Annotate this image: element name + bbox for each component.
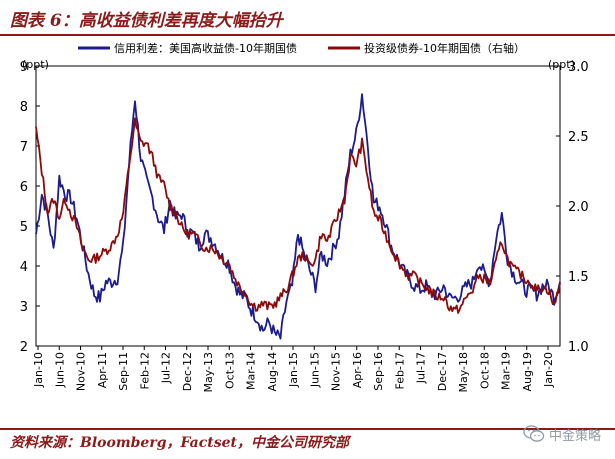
y-right-tick-label: 1.5 [568, 270, 589, 285]
x-tick-label: Jan-15 [287, 352, 300, 388]
x-tick-label: Feb-17 [393, 352, 406, 389]
legend-label-hy: 信用利差：美国高收益债-10年期国债 [114, 41, 297, 55]
x-tick-label: Nov-15 [330, 352, 343, 391]
x-tick-label: Dec-17 [436, 352, 449, 391]
page-title: 图表 6：高收益债利差再度大幅抬升 [10, 11, 283, 31]
legend: 信用利差：美国高收益债-10年期国债 投资级债券-10年期国债（右轴） [78, 41, 525, 55]
x-tick-label: Oct-13 [223, 352, 236, 389]
x-tick-label: Nov-10 [75, 352, 88, 391]
watermark-text: 中金策略 [548, 428, 601, 444]
y-left-tick-label: 3 [20, 300, 28, 315]
y-right-tick-label: 3.0 [568, 60, 589, 75]
x-tick-label: Feb-12 [138, 352, 151, 389]
x-tick-label: Apr-11 [96, 352, 109, 388]
x-tick-label: Jan-10 [32, 352, 45, 388]
y-right-tick-label: 2.0 [568, 200, 589, 215]
legend-label-ig: 投资级债券-10年期国债（右轴） [364, 41, 525, 55]
x-tick-label: Mar-19 [500, 352, 513, 390]
series-line-ig-spread [35, 117, 561, 314]
x-tick-label: Jul-12 [160, 352, 173, 384]
y-left-tick-label: 9 [20, 60, 28, 75]
y-right-tick-label: 2.5 [568, 130, 589, 145]
y-left-tick-label: 2 [20, 340, 28, 355]
x-tick-label: Jun-10 [53, 352, 66, 388]
series-line-hy-spread [35, 93, 561, 340]
y-left-tick-label: 4 [20, 260, 28, 275]
x-tick-label: Oct-18 [478, 352, 491, 389]
x-tick-label: Aug-14 [266, 352, 279, 391]
x-tick-label: May-13 [202, 352, 215, 393]
y-left-tick-label: 6 [20, 180, 28, 195]
y-axis-right-unit: (ppt) [548, 58, 575, 71]
wechat-icon [523, 425, 545, 442]
watermark: 中金策略 [523, 424, 601, 444]
x-tick-label: Aug-19 [521, 352, 534, 391]
x-tick-label: Dec-12 [181, 352, 194, 391]
x-tick-label: Mar-14 [245, 352, 258, 390]
y-right-tick-label: 1.0 [568, 340, 589, 355]
x-tick-label: Sep-11 [117, 352, 130, 391]
plot-frame [35, 65, 561, 347]
x-tick-label: Sep-16 [372, 352, 385, 391]
x-tick-label: Jul-17 [415, 352, 428, 384]
source-note: 资料来源：Bloomberg，Factset，中金公司研究部 [10, 435, 349, 451]
x-tick-label: Jun-15 [308, 352, 321, 388]
y-left-tick-label: 8 [20, 100, 28, 115]
y-axis-left-unit: (ppt) [22, 58, 49, 71]
y-left-tick-label: 5 [20, 220, 28, 235]
x-tick-label: May-18 [457, 352, 470, 393]
plot-area: 2 3 4 5 6 7 8 9 1.0 1.5 2.0 2.5 3.0 Jan-10 Jun-10 Nov-1… [20, 60, 589, 393]
x-tick-label: Jan-20 [542, 352, 555, 388]
footer-divider [0, 428, 615, 430]
title-divider [0, 34, 615, 36]
line-chart: 信用利差：美国高收益债-10年期国债 投资级债券-10年期国债（右轴） (ppt… [20, 41, 589, 393]
x-tick-label: Apr-16 [351, 352, 364, 388]
y-left-tick-label: 7 [20, 140, 28, 155]
